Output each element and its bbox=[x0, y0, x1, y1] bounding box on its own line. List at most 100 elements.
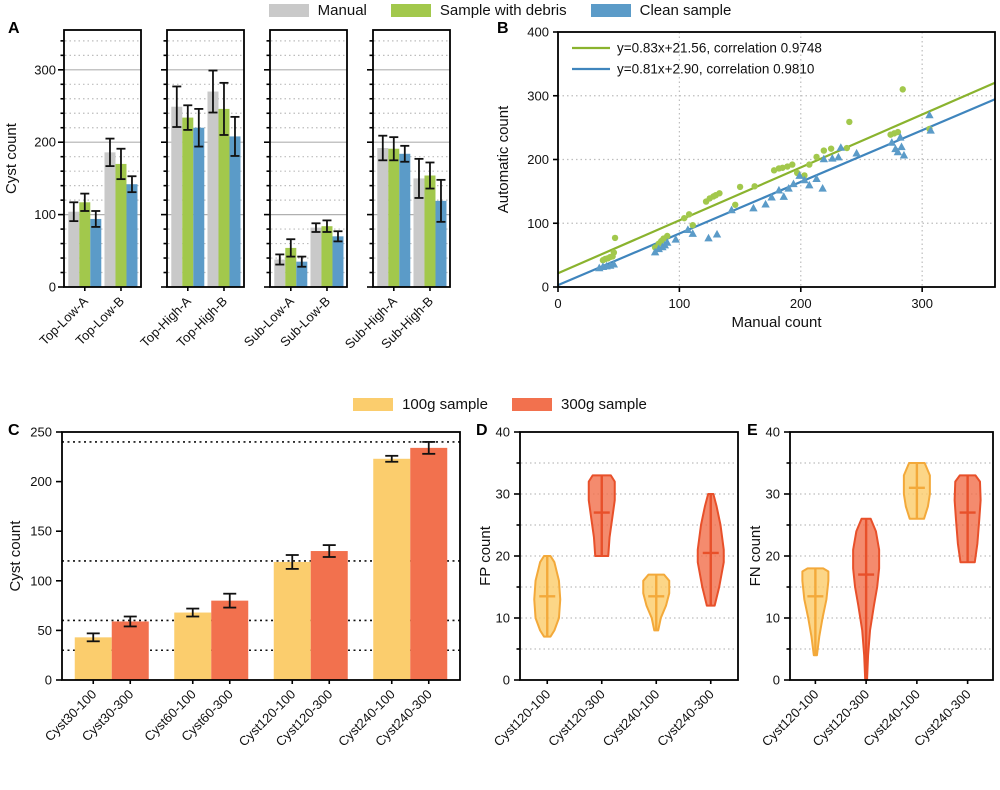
y-tick-label: 20 bbox=[496, 549, 510, 564]
y-tick-label: 300 bbox=[34, 62, 56, 77]
y-tick-label: 40 bbox=[496, 425, 510, 440]
scatter-point-clean bbox=[767, 192, 776, 201]
scatter-point-clean bbox=[812, 174, 821, 183]
scatter-point-clean bbox=[688, 229, 697, 237]
scatter-point-debris bbox=[801, 172, 808, 179]
panel-d-violin-chart: 0 10 20 30 40 Cyst120-100Cyst120-300Cyst240-1… bbox=[477, 425, 739, 750]
legend-swatch-clean bbox=[590, 4, 631, 17]
legend-series-top: Manual Sample with debris Clean sample bbox=[0, 2, 1000, 19]
bar bbox=[373, 458, 411, 680]
legend-item-sample-with-debris: Sample with debris bbox=[390, 2, 567, 19]
scatter-point-clean bbox=[836, 143, 846, 151]
y-tick-label: 200 bbox=[527, 152, 549, 167]
y-tick-label: 0 bbox=[45, 673, 52, 688]
x-tick-label: Cyst120-300 bbox=[545, 687, 608, 750]
bar bbox=[193, 127, 205, 287]
scatter-point-debris bbox=[610, 249, 618, 256]
y-tick-label: 40 bbox=[766, 425, 780, 440]
x-tick-label: Cyst240-300 bbox=[654, 687, 717, 750]
y-tick-label: 10 bbox=[766, 611, 780, 626]
y-tick-label: 100 bbox=[34, 207, 56, 222]
scatter-point-clean bbox=[774, 185, 784, 194]
legend-series-bottom: 100g sample 300g sample bbox=[0, 396, 1000, 413]
legend-label-300g: 300g sample bbox=[561, 396, 647, 413]
scatter-point-clean bbox=[899, 150, 909, 159]
scatter-point-debris bbox=[789, 161, 796, 168]
scatter-point-clean bbox=[749, 203, 758, 212]
bar bbox=[285, 247, 297, 287]
axis-frame bbox=[557, 31, 996, 288]
scatter-point-debris bbox=[806, 161, 813, 168]
scatter-point-debris bbox=[820, 147, 828, 154]
scatter-point-clean bbox=[795, 171, 804, 179]
bar bbox=[174, 612, 212, 680]
y-tick-label: 150 bbox=[30, 524, 52, 539]
bar bbox=[321, 226, 333, 287]
scatter-point-clean bbox=[761, 199, 770, 208]
scatter-point-debris bbox=[784, 163, 791, 170]
scatter-point-clean bbox=[819, 154, 829, 163]
bar bbox=[377, 148, 389, 287]
scatter-point-clean bbox=[683, 225, 693, 234]
bar bbox=[126, 184, 138, 287]
legend-item-manual: Manual bbox=[268, 2, 367, 19]
bar bbox=[413, 178, 425, 287]
axis-frame bbox=[789, 431, 994, 681]
y-axis-label: FN count bbox=[747, 525, 764, 587]
scatter-point-clean bbox=[779, 192, 788, 200]
scatter-point-debris bbox=[611, 234, 619, 242]
bar bbox=[229, 136, 241, 287]
y-tick-label: 0 bbox=[773, 673, 780, 688]
scatter-point-clean bbox=[893, 147, 903, 156]
scatter-point-debris bbox=[813, 153, 820, 161]
bar bbox=[332, 236, 344, 287]
legend-item-clean-sample: Clean sample bbox=[590, 2, 731, 19]
bar bbox=[274, 259, 286, 287]
bar bbox=[104, 152, 116, 287]
y-tick-label: 300 bbox=[527, 88, 549, 103]
y-tick-label: 10 bbox=[496, 611, 510, 626]
bar bbox=[218, 108, 230, 288]
x-tick-label: 200 bbox=[790, 296, 812, 311]
x-axis-label: Manual count bbox=[731, 314, 822, 331]
scatter-point-debris bbox=[736, 183, 744, 191]
scatter-point-debris bbox=[894, 128, 902, 136]
panel-label-d: D bbox=[476, 422, 488, 439]
bar bbox=[68, 211, 80, 287]
y-axis-label: Cyst count bbox=[7, 520, 24, 592]
axis-frame bbox=[372, 29, 451, 288]
scatter-point-clean bbox=[663, 238, 672, 246]
legend-label-100g: 100g sample bbox=[402, 396, 488, 413]
axis-frame bbox=[166, 29, 245, 288]
x-tick-label: Cyst120-100 bbox=[491, 687, 554, 750]
bar bbox=[424, 175, 436, 287]
bar bbox=[388, 148, 400, 287]
fit-legend-label: y=0.83x+21.56, correlation 0.9748 bbox=[617, 41, 822, 56]
legend-swatch-100g bbox=[353, 398, 394, 411]
y-tick-label: 400 bbox=[527, 25, 549, 40]
bar bbox=[111, 621, 149, 680]
scatter-point-clean bbox=[818, 183, 827, 192]
bar bbox=[171, 106, 183, 287]
fit-legend-label: y=0.81x+2.90, correlation 0.9810 bbox=[617, 62, 814, 77]
scatter-point-clean bbox=[704, 233, 713, 242]
scatter-point-clean bbox=[712, 229, 722, 238]
bar bbox=[90, 218, 102, 287]
panel-e-violin-chart: 010203040Cyst120-100Cyst120-300Cyst240-1… bbox=[747, 425, 994, 749]
panel-label-c: C bbox=[8, 422, 20, 439]
y-axis-label: FP count bbox=[477, 525, 494, 586]
legend-item-100g-sample: 100g sample bbox=[353, 396, 488, 413]
axis-frame bbox=[61, 431, 461, 681]
scatter-point-debris bbox=[689, 221, 696, 229]
legend-swatch-debris bbox=[390, 4, 431, 17]
bar bbox=[399, 153, 411, 287]
y-tick-label: 30 bbox=[496, 487, 510, 502]
legend-swatch-manual bbox=[268, 4, 309, 17]
scatter-point-debris bbox=[899, 86, 906, 93]
